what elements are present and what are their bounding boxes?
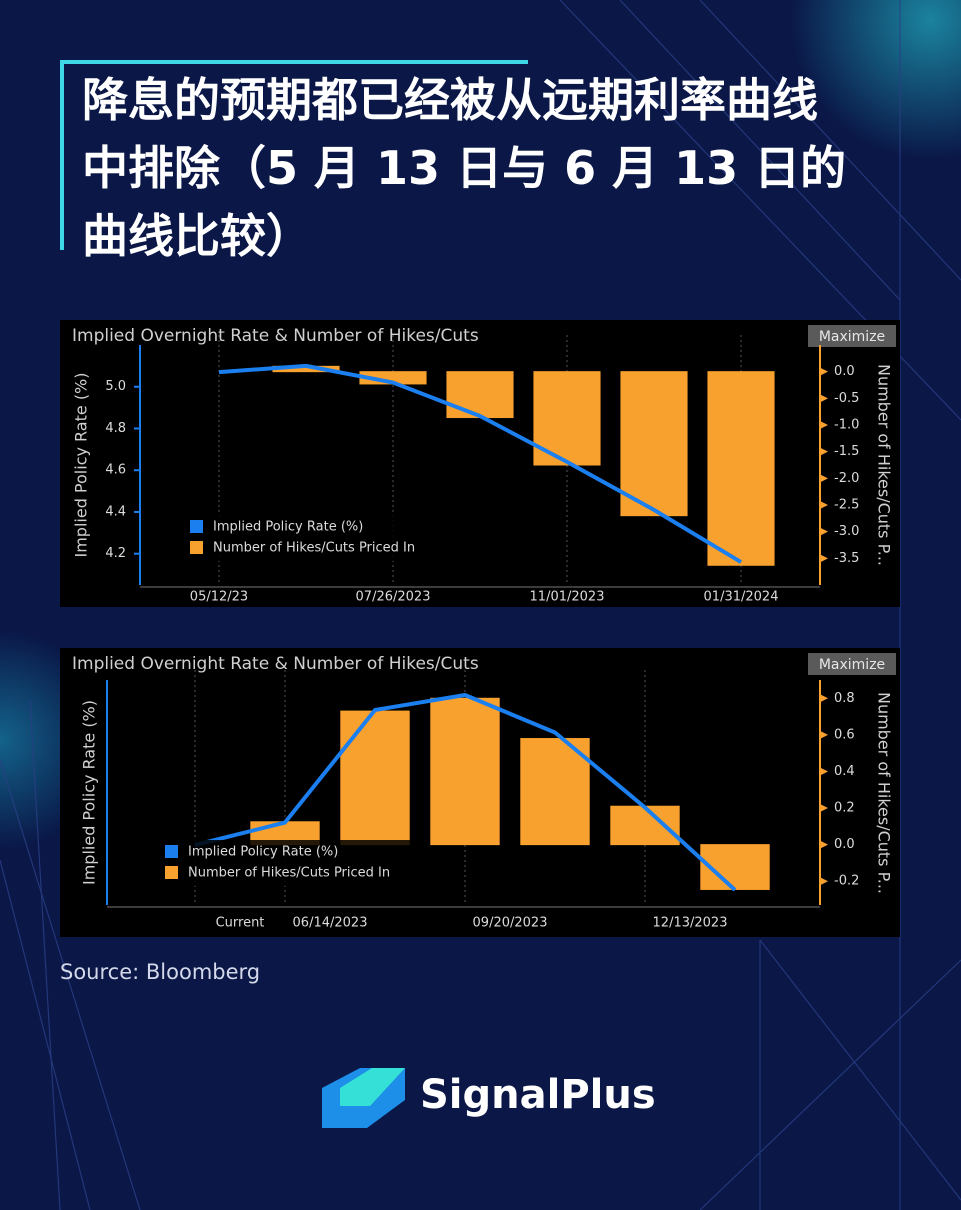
x-tick-label: 12/13/2023 (653, 916, 728, 931)
x-tick-label: 11/01/2023 (530, 590, 605, 605)
line (218, 363, 743, 564)
line (194, 693, 737, 892)
y-tick-label: 4.6 (105, 463, 126, 478)
maximize-button[interactable] (808, 325, 896, 347)
y2-tick-label: -2.0 (834, 471, 859, 486)
maximize-label[interactable]: Maximize (819, 657, 885, 673)
y2-tick (820, 447, 828, 456)
legend-swatch (190, 520, 203, 533)
source-note: Source: Bloomberg (60, 960, 261, 984)
y2-tick-label: -0.5 (834, 391, 859, 406)
y2-tick (820, 730, 828, 739)
x-tick-label: 01/31/2024 (704, 590, 779, 605)
maximize-button[interactable] (808, 653, 896, 675)
bar (430, 697, 500, 846)
chart-title: Implied Overnight Rate & Number of Hikes… (72, 326, 479, 346)
legend-label: Implied Policy Rate (%) (213, 520, 363, 535)
y2-tick (820, 554, 828, 563)
legend-label: Number of Hikes/Cuts Priced In (213, 541, 415, 556)
legend-swatch (190, 541, 203, 554)
y2-tick (820, 394, 828, 403)
y2-tick-label: -3.0 (834, 524, 859, 539)
brand-name: SignalPlus (420, 1072, 656, 1118)
y2-tick (820, 367, 828, 376)
y-tick-label: 5.0 (105, 379, 126, 394)
bar (446, 371, 514, 419)
y2-tick-label: 0.0 (834, 364, 855, 379)
y2-tick-label: -2.5 (834, 498, 859, 513)
y2-tick-label: -0.2 (834, 874, 859, 889)
x-tick-label: 09/20/2023 (473, 916, 548, 931)
x-tick-label: 05/12/23 (190, 590, 248, 605)
chart-panel: Implied Overnight Rate & Number of Hikes… (60, 320, 900, 607)
logo (322, 1068, 405, 1128)
y2-tick (820, 501, 828, 509)
bar (620, 371, 688, 517)
bar (707, 371, 775, 566)
y2-tick (820, 474, 828, 483)
legend-swatch (165, 866, 178, 879)
headline: 降息的预期都已经被从远期利率曲线中排除（5 月 13 日与 6 月 13 日的曲… (82, 73, 847, 263)
y2-tick (820, 804, 828, 813)
y2-tick-label: 0.6 (834, 727, 855, 742)
x-tick-label: Current (216, 916, 265, 931)
y2-axis-label: Number of Hikes/Cuts P... (875, 364, 894, 566)
y2-axis-label: Number of Hikes/Cuts P... (875, 692, 894, 894)
y-tick-label: 4.8 (105, 421, 126, 436)
bar (610, 805, 680, 846)
bar (520, 738, 590, 846)
y2-tick (820, 877, 828, 886)
y2-tick-label: 0.2 (834, 801, 855, 816)
y2-tick-label: 0.8 (834, 691, 855, 706)
y-axis-label: Implied Policy Rate (%) (72, 372, 91, 557)
y2-tick (820, 421, 828, 429)
y2-tick-label: 0.0 (834, 837, 855, 852)
y-tick-label: 4.2 (105, 546, 126, 561)
chart-panel: Implied Overnight Rate & Number of Hikes… (60, 648, 900, 937)
y2-tick (820, 694, 828, 703)
legend-box (155, 840, 415, 886)
bar (340, 710, 410, 846)
y2-tick (820, 527, 828, 536)
chart-title: Implied Overnight Rate & Number of Hikes… (72, 654, 479, 674)
y2-tick (820, 767, 828, 776)
y2-tick-label: -1.5 (834, 444, 859, 459)
y2-tick (820, 840, 828, 849)
y2-tick-label: 0.4 (834, 764, 855, 779)
y-axis-label: Implied Policy Rate (%) (80, 700, 99, 885)
y2-tick-label: -3.5 (834, 551, 859, 566)
x-tick-label: 07/26/2023 (356, 590, 431, 605)
y-tick-label: 4.4 (105, 504, 126, 519)
legend-label: Implied Policy Rate (%) (188, 845, 338, 860)
y2-tick-label: -1.0 (834, 418, 859, 433)
legend-label: Number of Hikes/Cuts Priced In (188, 866, 390, 881)
legend-swatch (165, 845, 178, 858)
maximize-label[interactable]: Maximize (819, 329, 885, 345)
x-tick-label: 06/14/2023 (293, 916, 368, 931)
legend-box (180, 515, 440, 561)
